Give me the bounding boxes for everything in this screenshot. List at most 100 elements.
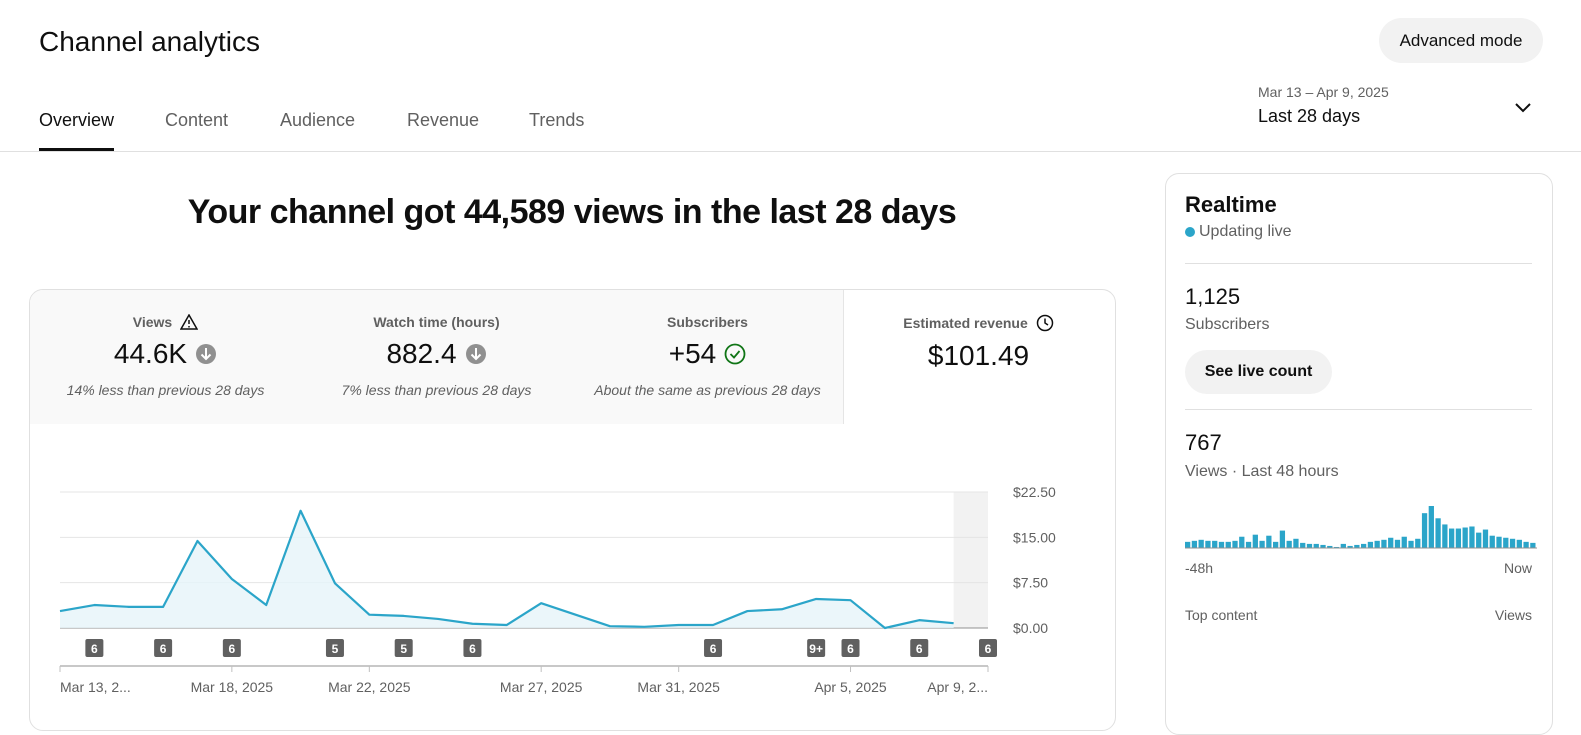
bar — [1374, 540, 1380, 548]
bar — [1225, 541, 1231, 548]
upload-badge — [807, 639, 826, 657]
bar — [1286, 540, 1292, 548]
upload-badge — [325, 639, 344, 657]
status-text: Updating live — [1199, 223, 1292, 240]
upload-badge — [463, 639, 482, 657]
axis-end: Now — [1504, 560, 1533, 576]
tab[interactable]: Trends — [529, 110, 585, 130]
bar — [1252, 534, 1258, 548]
partial-period — [953, 492, 988, 628]
metric-label: Watch time (hours) — [373, 314, 500, 330]
bar — [1421, 513, 1428, 548]
check-icon — [724, 343, 746, 365]
bar — [1442, 524, 1448, 548]
bar — [1394, 539, 1401, 548]
advanced-mode-button[interactable]: Advanced mode — [1379, 18, 1543, 63]
bar — [1401, 536, 1407, 548]
metric-value: 882.4 — [386, 338, 457, 369]
warning-icon — [180, 314, 199, 330]
tab[interactable]: Audience — [280, 110, 356, 130]
tab-underline — [39, 148, 114, 151]
bar — [1320, 544, 1326, 548]
metric-label: Subscribers — [667, 314, 748, 330]
bar — [1347, 545, 1353, 548]
divider — [1185, 263, 1532, 264]
bar — [1523, 541, 1529, 548]
tab[interactable]: Revenue — [407, 110, 480, 130]
upload-count: 6 — [985, 642, 992, 656]
metric-value: +54 — [668, 338, 717, 369]
date-range: Mar 13 – Apr 9, 2025 — [1258, 84, 1389, 100]
metric-label: Views — [132, 314, 173, 330]
bar — [1516, 539, 1522, 548]
metric[interactable]: Watch time (hours) 882.4 7% less than pr… — [301, 290, 573, 424]
page-title: Channel analytics — [39, 26, 261, 57]
bar — [1415, 538, 1421, 548]
live-count-button[interactable]: See live count — [1185, 350, 1332, 394]
bar — [1354, 544, 1360, 548]
metric[interactable]: Subscribers +54 About the same as previo… — [572, 290, 844, 424]
headline: Your channel got 44,589 views in the las… — [187, 193, 957, 231]
bar — [1293, 538, 1299, 548]
bar — [1469, 526, 1475, 548]
date-range-label[interactable]: Last 28 days — [1258, 106, 1361, 126]
bar — [1300, 542, 1306, 548]
metrics-card: Views 44.6K 14% less than previous 28 da… — [29, 289, 1116, 731]
bar — [1530, 542, 1536, 548]
metric-value: $101.49 — [927, 340, 1030, 371]
subscriber-label: Subscribers — [1185, 316, 1270, 333]
upload-badge — [394, 639, 413, 657]
bar — [1212, 540, 1218, 548]
axis-start: -48h — [1185, 560, 1213, 576]
subscriber-count: 1,125 — [1185, 284, 1241, 309]
views-label: Views · Last 48 hours — [1185, 463, 1339, 480]
bar — [1218, 541, 1225, 548]
bar — [1449, 528, 1455, 548]
chevron[interactable] — [1513, 98, 1533, 118]
tab[interactable]: Content — [165, 110, 229, 130]
bar — [1259, 540, 1265, 548]
bar — [1232, 540, 1238, 548]
upload-count: 5 — [400, 642, 407, 656]
x-tick-label: Apr 9, 2... — [927, 679, 988, 695]
upload-badge — [154, 639, 173, 657]
metric-note: 7% less than previous 28 days — [341, 382, 532, 398]
bar — [1388, 537, 1394, 548]
upload-count: 6 — [916, 642, 923, 656]
x-tick-label: Mar 18, 2025 — [191, 679, 274, 695]
bar — [1273, 541, 1279, 548]
x-tick-label: Mar 31, 2025 — [637, 679, 720, 695]
metric-label: Estimated revenue — [903, 315, 1028, 331]
bar — [1191, 540, 1198, 548]
metric[interactable]: Estimated revenue $101.49 — [843, 290, 1114, 424]
upload-count: 6 — [469, 642, 476, 656]
page: Channel analytics Advanced mode Overview… — [0, 18, 1581, 735]
bar — [1455, 528, 1462, 548]
x-tick-label: Mar 22, 2025 — [328, 679, 411, 695]
metric-value: 44.6K — [113, 338, 188, 369]
realtime-card — [1165, 173, 1553, 735]
down-icon — [465, 344, 486, 364]
down-icon — [196, 344, 217, 364]
metric-note: 14% less than previous 28 days — [66, 382, 265, 398]
live-dot — [1185, 227, 1195, 237]
upload-badge — [222, 639, 241, 657]
bar — [1462, 527, 1468, 548]
top-content: Top content — [1185, 607, 1258, 623]
bar — [1198, 539, 1204, 548]
bar — [1313, 543, 1319, 548]
bar — [1381, 539, 1387, 548]
metric[interactable]: Views 44.6K 14% less than previous 28 da… — [30, 290, 302, 424]
y-tick-label: $15.00 — [1013, 529, 1056, 545]
upload-badge — [704, 639, 723, 657]
upload-badge — [841, 639, 860, 657]
divider — [1185, 409, 1532, 410]
tab[interactable]: Overview — [39, 110, 115, 130]
top-content-metric: Views — [1494, 607, 1532, 623]
upload-count: 6 — [229, 642, 236, 656]
bar — [1306, 543, 1313, 548]
realtime-status: Updating live — [1185, 223, 1292, 241]
metric-note: About the same as previous 28 days — [594, 382, 821, 398]
upload-badge — [85, 639, 104, 657]
x-tick-label: Apr 5, 2025 — [814, 679, 887, 695]
